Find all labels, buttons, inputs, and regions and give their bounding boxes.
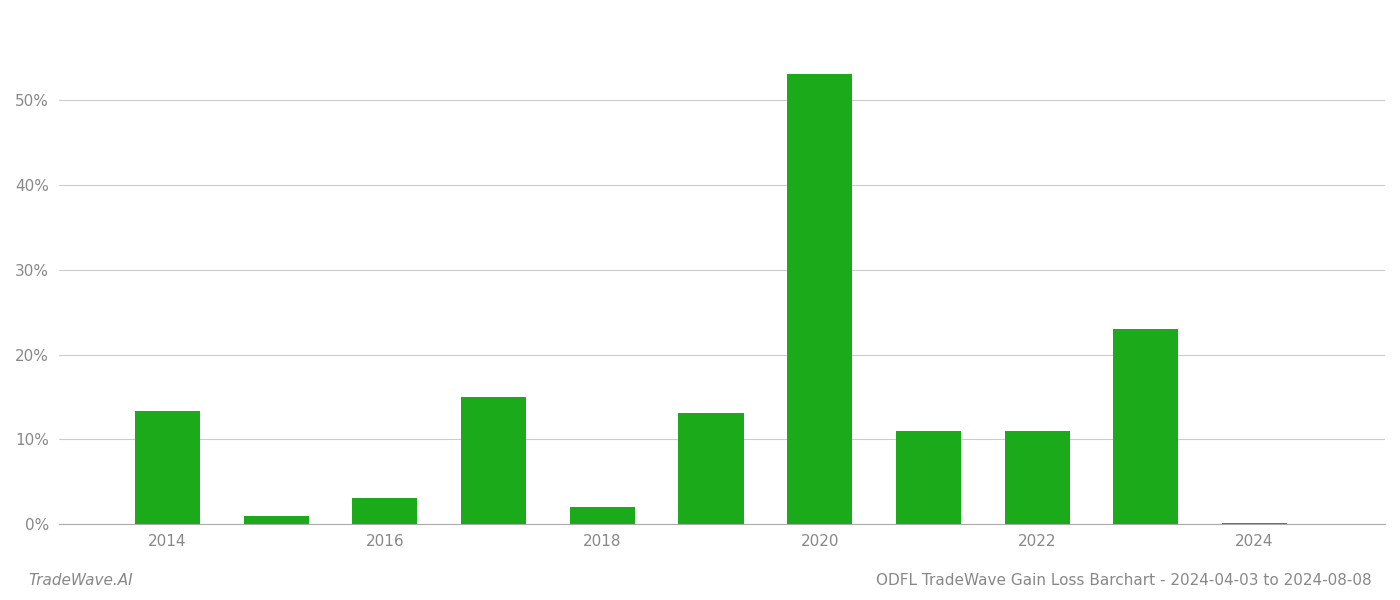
Bar (1222, 523, 1287, 524)
Bar (244, 516, 309, 524)
Bar (1113, 329, 1179, 524)
Bar (353, 498, 417, 524)
Text: ODFL TradeWave Gain Loss Barchart - 2024-04-03 to 2024-08-08: ODFL TradeWave Gain Loss Barchart - 2024… (876, 573, 1372, 588)
Bar (134, 412, 200, 524)
Bar (1005, 431, 1070, 524)
Bar (570, 508, 634, 524)
Bar (461, 397, 526, 524)
Bar (896, 431, 960, 524)
Bar (679, 413, 743, 524)
Bar (787, 74, 853, 524)
Text: TradeWave.AI: TradeWave.AI (28, 573, 133, 588)
